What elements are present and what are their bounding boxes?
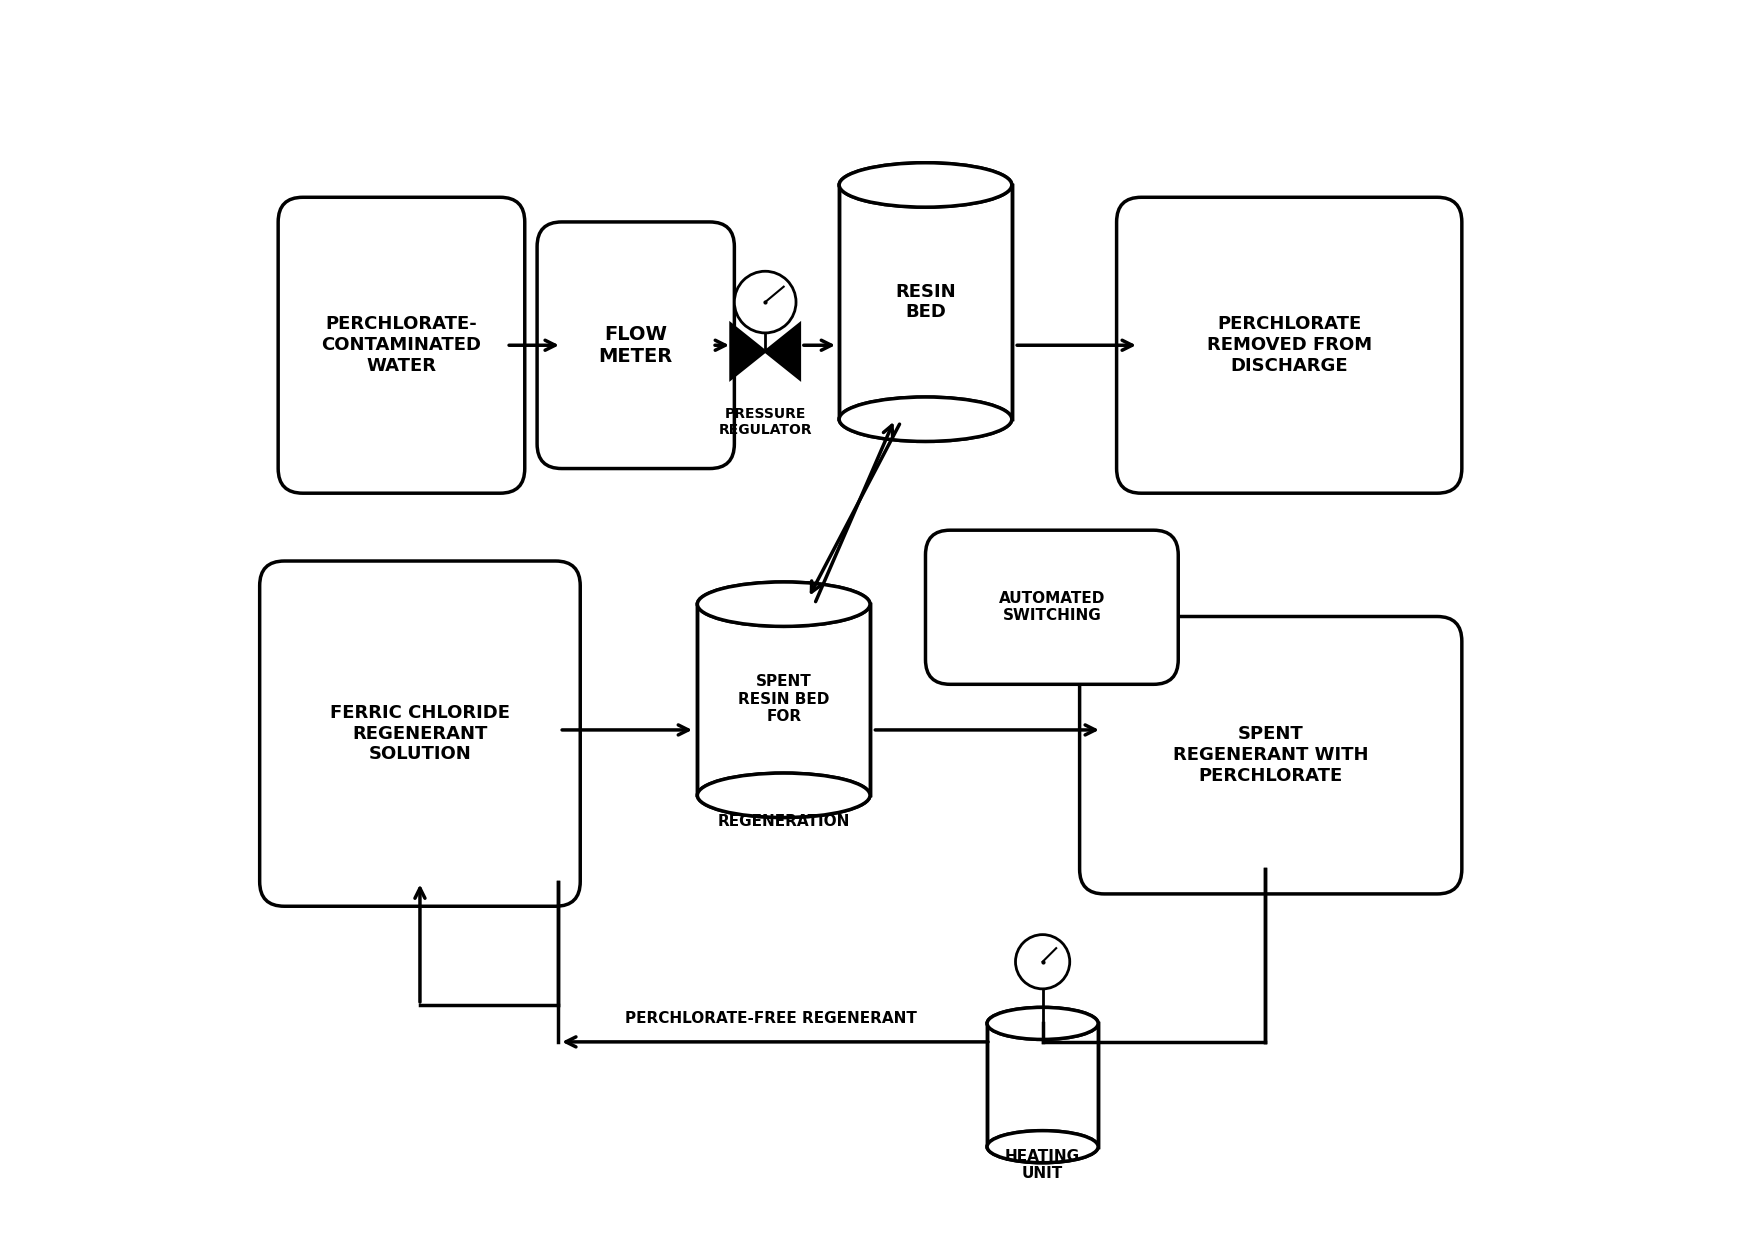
Text: FERRIC CHLORIDE
REGENERANT
SOLUTION: FERRIC CHLORIDE REGENERANT SOLUTION (330, 704, 510, 763)
Polygon shape (838, 185, 1010, 419)
FancyBboxPatch shape (1116, 197, 1461, 493)
Text: REGENERATION: REGENERATION (716, 814, 849, 829)
Ellipse shape (697, 773, 870, 817)
Ellipse shape (838, 163, 1010, 207)
Text: PERCHLORATE-
CONTAMINATED
WATER: PERCHLORATE- CONTAMINATED WATER (322, 316, 482, 375)
Polygon shape (986, 1023, 1097, 1147)
Text: SPENT
REGENERANT WITH
PERCHLORATE: SPENT REGENERANT WITH PERCHLORATE (1172, 725, 1367, 785)
FancyBboxPatch shape (259, 561, 579, 906)
Ellipse shape (838, 397, 1010, 441)
Circle shape (1016, 935, 1069, 989)
FancyBboxPatch shape (1078, 616, 1461, 894)
Ellipse shape (697, 582, 870, 626)
Text: FLOW
METER: FLOW METER (598, 324, 673, 366)
FancyBboxPatch shape (925, 530, 1177, 684)
Ellipse shape (986, 1007, 1097, 1039)
Text: HEATING
UNIT: HEATING UNIT (1005, 1149, 1080, 1181)
Polygon shape (838, 185, 1010, 419)
Text: AUTOMATED
SWITCHING: AUTOMATED SWITCHING (998, 591, 1104, 624)
Polygon shape (697, 604, 870, 795)
FancyBboxPatch shape (278, 197, 525, 493)
Ellipse shape (838, 397, 1010, 441)
Circle shape (734, 271, 795, 333)
FancyBboxPatch shape (537, 222, 734, 469)
Ellipse shape (697, 773, 870, 817)
Text: PRESSURE
REGULATOR: PRESSURE REGULATOR (718, 407, 812, 436)
Polygon shape (697, 604, 870, 795)
Text: PERCHLORATE
REMOVED FROM
DISCHARGE: PERCHLORATE REMOVED FROM DISCHARGE (1205, 316, 1370, 375)
Polygon shape (730, 324, 765, 379)
Polygon shape (765, 324, 800, 379)
Ellipse shape (986, 1131, 1097, 1163)
Ellipse shape (697, 582, 870, 626)
Text: PERCHLORATE-FREE REGENERANT: PERCHLORATE-FREE REGENERANT (624, 1011, 916, 1026)
Ellipse shape (986, 1131, 1097, 1163)
Ellipse shape (838, 163, 1010, 207)
Text: SPENT
RESIN BED
FOR: SPENT RESIN BED FOR (737, 674, 830, 724)
Text: RESIN
BED: RESIN BED (894, 282, 955, 322)
Ellipse shape (986, 1007, 1097, 1039)
Polygon shape (986, 1023, 1097, 1147)
